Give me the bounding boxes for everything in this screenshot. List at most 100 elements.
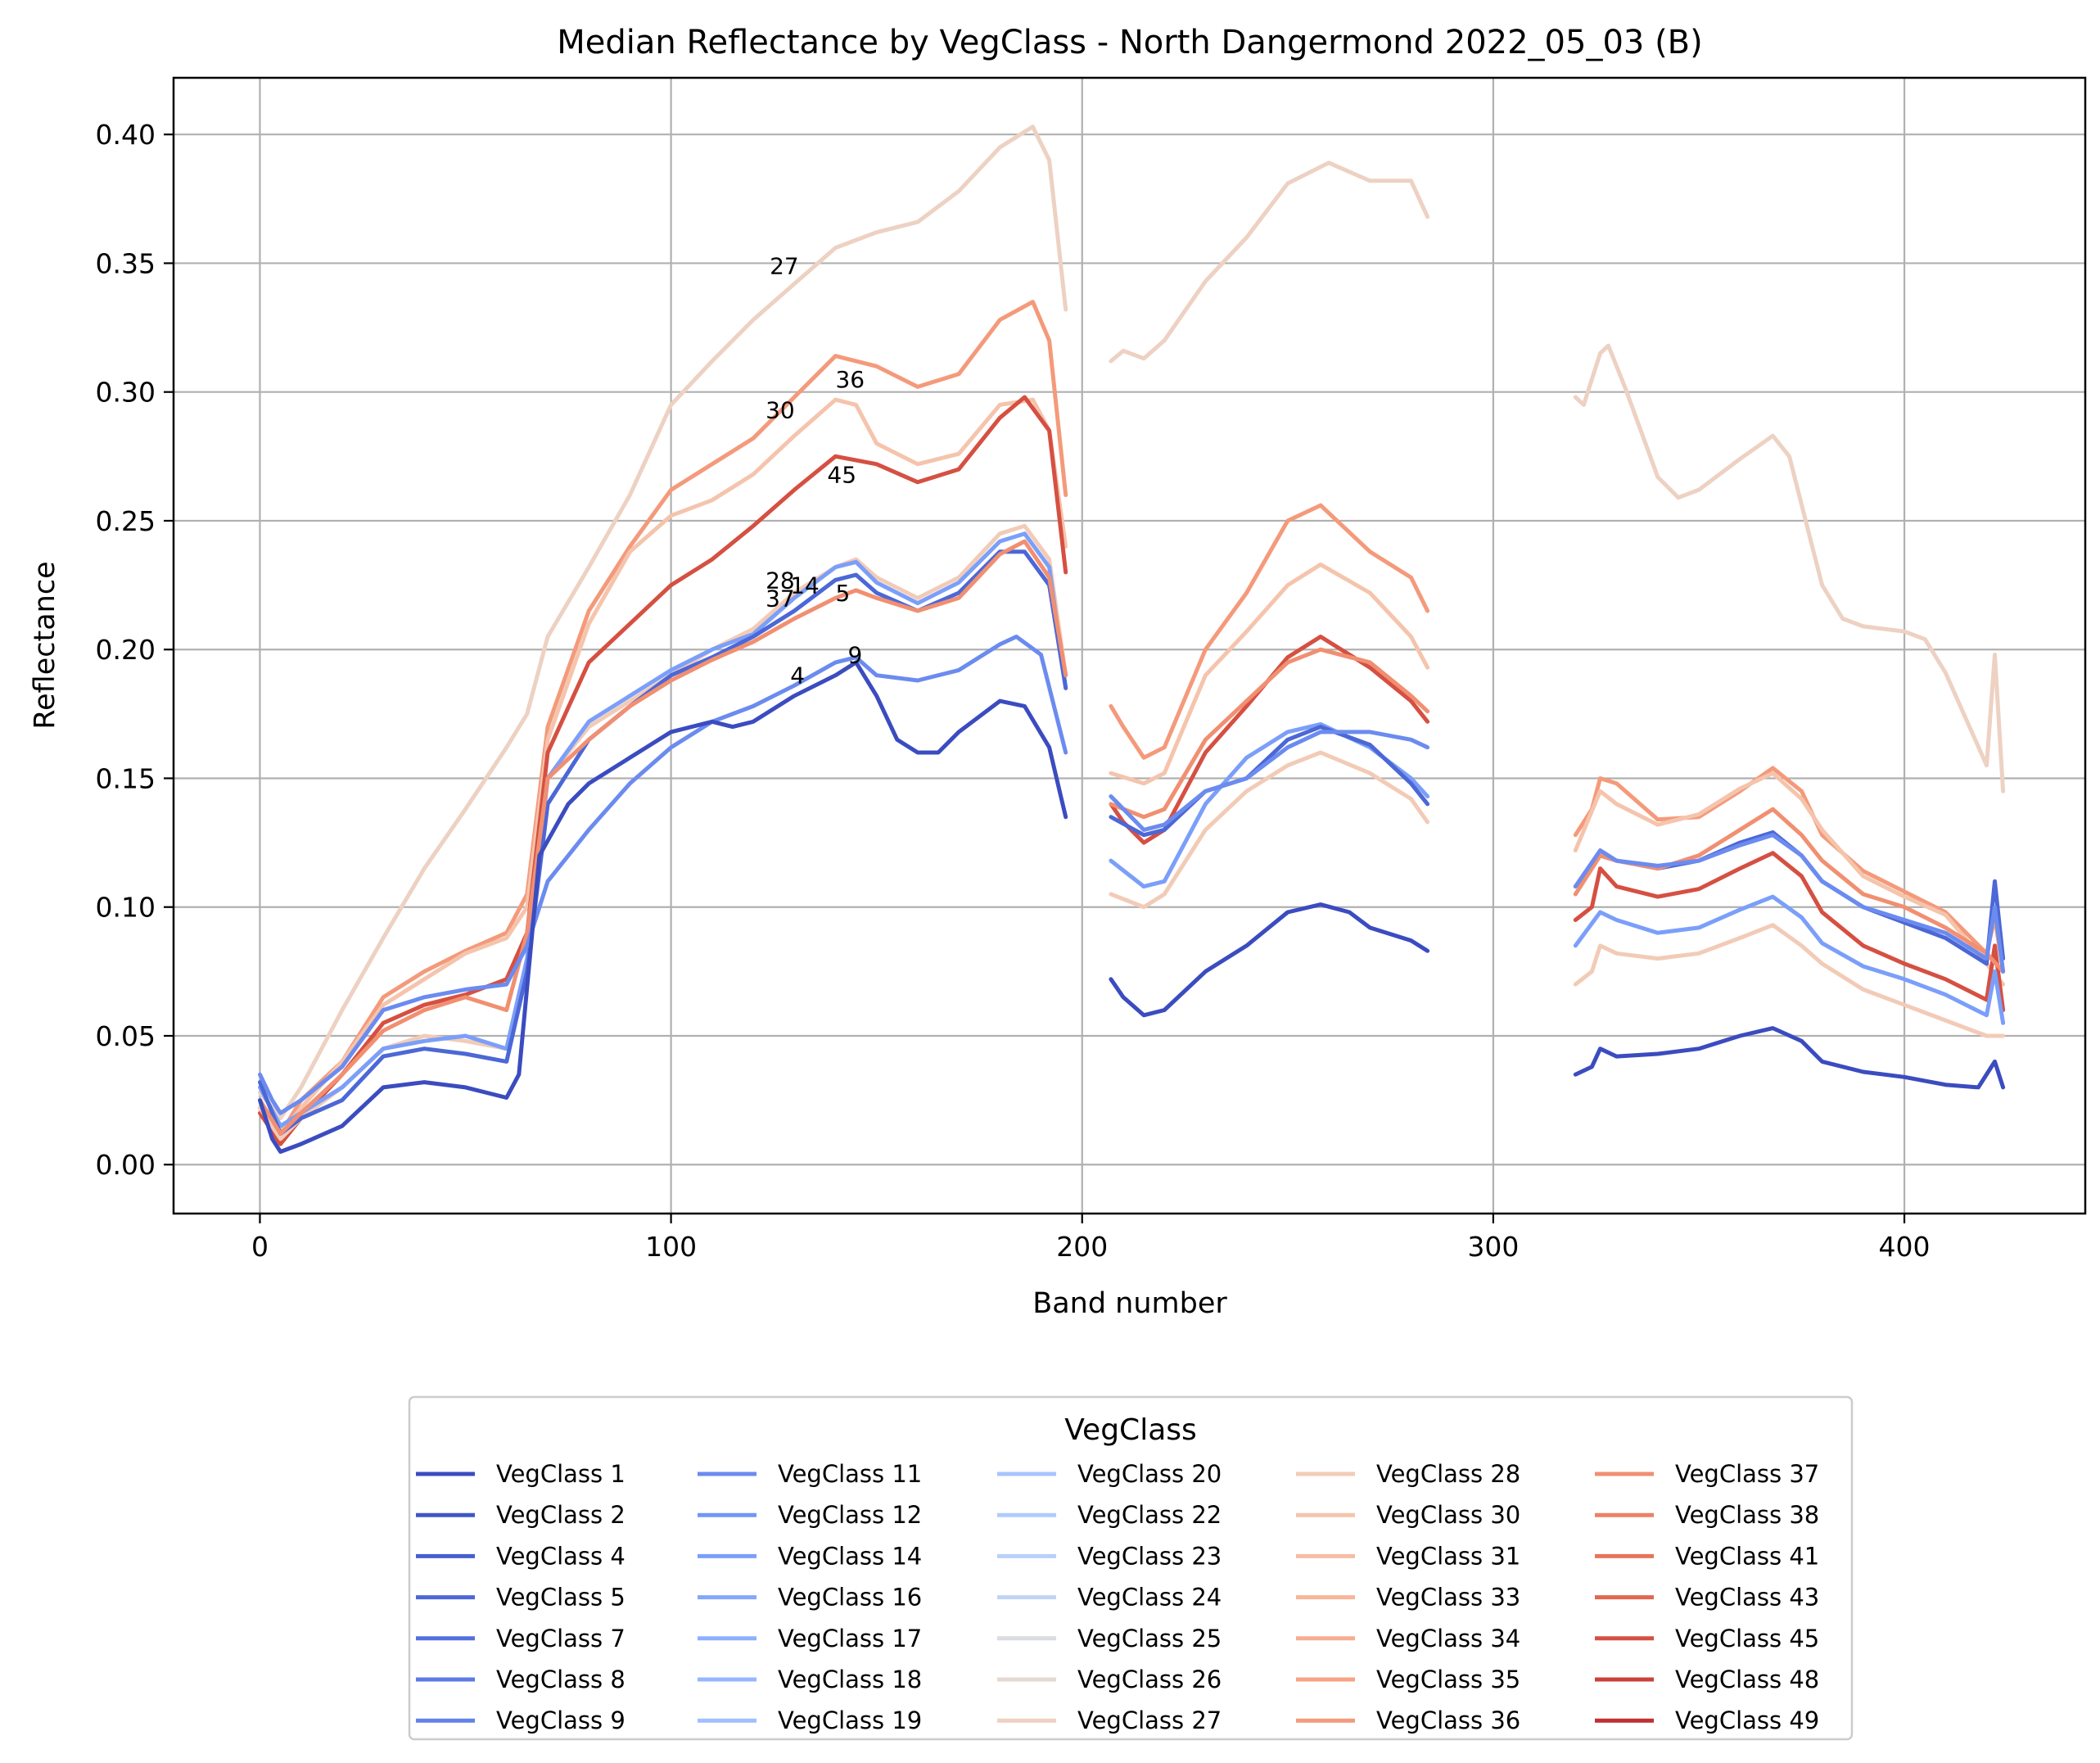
legend-label: VegClass 24 [1077,1584,1222,1612]
y-tick-label: 0.30 [96,377,156,409]
y-tick-label: 0.00 [96,1149,156,1181]
legend-entry: VegClass 41 [1595,1542,1819,1570]
series-annotation: 14 [790,572,820,599]
y-axis-label: Reflectance [29,561,61,729]
legend-entry: VegClass 9 [416,1706,625,1734]
legend-entry: VegClass 25 [997,1625,1222,1652]
legend-entry: VegClass 33 [1296,1584,1520,1612]
legend-label: VegClass 43 [1675,1584,1819,1612]
legend-entry: VegClass 12 [698,1501,922,1529]
series-line-segment [1109,750,1430,910]
series-line-segment [1109,647,1430,820]
legend-entry: VegClass 18 [698,1666,922,1693]
legend-label: VegClass 37 [1675,1460,1819,1488]
legend-label: VegClass 25 [1077,1625,1222,1652]
series-line-segment [258,397,1068,1136]
y-tick-label: 0.20 [96,634,156,666]
legend-entry: VegClass 43 [1595,1584,1819,1612]
y-tick-label: 0.05 [96,1020,156,1052]
series-line-segment [1109,902,1430,1018]
series-line-segment [258,549,1068,1136]
series-line-segment [258,660,1068,1154]
legend-label: VegClass 33 [1376,1584,1520,1612]
legend-label: VegClass 17 [778,1625,922,1652]
legend-entry: VegClass 22 [997,1501,1222,1529]
legend-entry: VegClass 20 [997,1460,1222,1488]
series-annotation: 37 [765,585,795,612]
series-vegclass-4 [258,635,2006,1115]
legend-label: VegClass 38 [1675,1501,1819,1529]
series-annotation: 4 [790,662,805,689]
legend-entry: VegClass 14 [698,1542,922,1570]
legend-label: VegClass 36 [1376,1706,1520,1734]
legend-entry: VegClass 26 [997,1666,1222,1693]
legend-label: VegClass 31 [1376,1542,1520,1570]
legend-entry: VegClass 19 [698,1706,922,1734]
series-line-segment [258,523,1068,1141]
series-line-segment [258,300,1068,1136]
legend-label: VegClass 2 [496,1501,625,1529]
series-line-segment [258,124,1068,1121]
series-annotation: 36 [835,366,865,393]
y-tick-label: 0.25 [96,505,156,537]
legend-entry: VegClass 31 [1296,1542,1520,1570]
legend-label: VegClass 9 [496,1706,625,1734]
series-vegclass-45 [258,395,2006,1146]
x-tick-label: 300 [1467,1231,1519,1263]
legend-label: VegClass 11 [778,1460,922,1488]
legend-label: VegClass 41 [1675,1542,1819,1570]
series-line-segment [258,539,1068,1136]
series-line-segment [258,635,1068,1115]
legend-entry: VegClass 27 [997,1706,1222,1734]
series-line-segment [1109,503,1430,760]
legend-entry: VegClass 34 [1296,1625,1520,1652]
legend-label: VegClass 28 [1376,1460,1520,1488]
series-line-segment [1109,635,1430,845]
legend-label: VegClass 23 [1077,1542,1222,1570]
series-line-segment [1109,730,1430,832]
legend-label: VegClass 34 [1376,1625,1520,1652]
legend-label: VegClass 30 [1376,1501,1520,1529]
legend-label: VegClass 19 [778,1706,922,1734]
legend-label: VegClass 14 [778,1542,922,1570]
legend-label: VegClass 48 [1675,1666,1819,1693]
legend-entry: VegClass 5 [416,1584,625,1612]
legend-entry: VegClass 49 [1595,1706,1819,1734]
series-line-segment [258,395,1068,1146]
x-tick-label: 200 [1056,1231,1108,1263]
plot-frame [172,76,2087,1215]
legend-entry: VegClass 30 [1296,1501,1520,1529]
legend-entry: VegClass 4 [416,1542,625,1570]
legend-entry: VegClass 36 [1296,1706,1520,1734]
legend-entry: VegClass 16 [698,1584,922,1612]
legend-entry: VegClass 8 [416,1666,625,1693]
legend-entry: VegClass 35 [1296,1666,1520,1693]
series-line-segment [1573,923,2006,1038]
series-line-segment [1573,894,2006,1025]
legend-label: VegClass 12 [778,1501,922,1529]
legend-label: VegClass 49 [1675,1706,1819,1734]
series-line-segment [258,531,1068,1128]
legend-label: VegClass 26 [1077,1666,1222,1693]
x-tick-label: 0 [251,1231,269,1263]
series-annotation: 45 [827,461,856,488]
legend-entry: VegClass 11 [698,1460,922,1488]
legend-entry: VegClass 24 [997,1584,1222,1612]
legend-label: VegClass 8 [496,1666,625,1693]
y-tick-label: 0.40 [96,119,156,151]
series-line-segment [1573,830,2006,966]
legend-entry: VegClass 23 [997,1542,1222,1570]
x-tick-label: 100 [645,1231,697,1263]
legend-label: VegClass 18 [778,1666,922,1693]
series-line-segment [1573,1026,2006,1090]
series-vegclass-36 [258,300,2006,1136]
y-tick-label: 0.10 [96,892,156,924]
legend-label: VegClass 1 [496,1460,625,1488]
legend-label: VegClass 5 [496,1584,625,1612]
legend-label: VegClass 20 [1077,1460,1222,1488]
legend-entry: VegClass 45 [1595,1625,1819,1652]
legend-entries: VegClass 1 VegClass 2 VegClass 4 VegClass 5… [416,1460,1819,1734]
